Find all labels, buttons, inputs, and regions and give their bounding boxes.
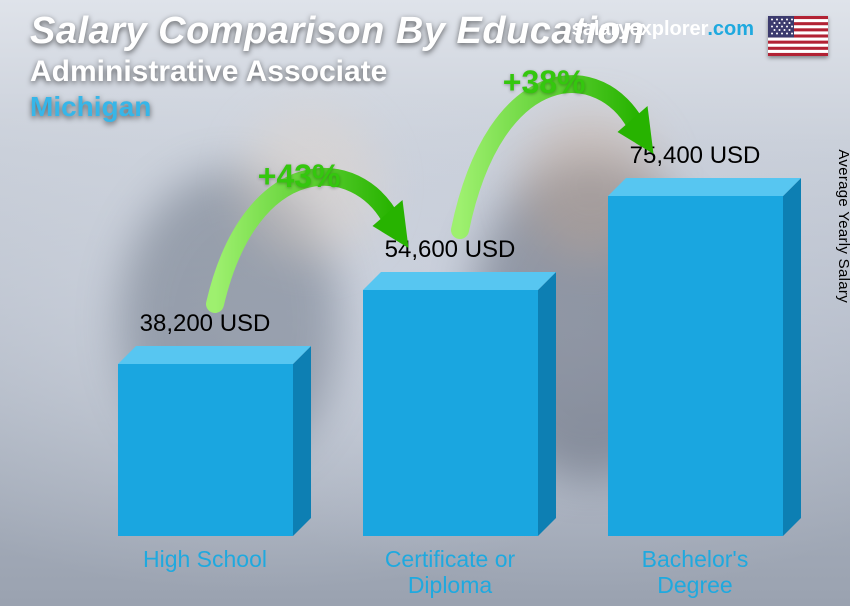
bar-chart: 38,200 USDHigh School54,600 USDCertifica… [60, 150, 790, 536]
bar-side [783, 178, 801, 536]
bar-side [293, 346, 311, 536]
y-axis-label: Average Yearly Salary [836, 149, 850, 303]
jump-percent: +43% [258, 158, 341, 195]
jump-percent: +38% [503, 64, 586, 101]
flag-icon [768, 16, 828, 56]
bar-front [118, 364, 293, 536]
bar-side [538, 272, 556, 536]
bar-top [118, 346, 311, 364]
bar-category: High School [85, 546, 325, 572]
brand-part2: .com [707, 18, 754, 40]
bar-category: Certificate orDiploma [330, 546, 570, 599]
chart-canvas: { "header": { "title": "Salary Compariso… [0, 0, 850, 606]
brand-part1: salaryexplorer [572, 18, 708, 40]
bar [118, 364, 293, 536]
bar-category: Bachelor'sDegree [575, 546, 815, 599]
